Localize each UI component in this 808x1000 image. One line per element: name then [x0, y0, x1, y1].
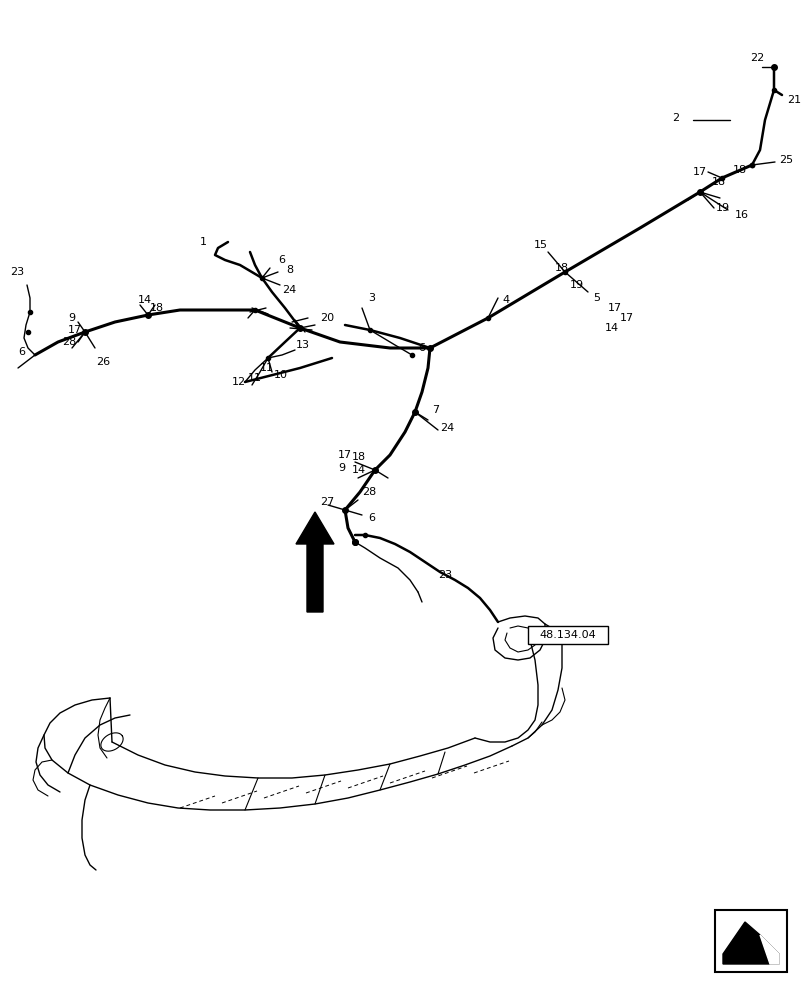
Text: 14: 14 [605, 323, 619, 333]
Text: 1: 1 [200, 237, 207, 247]
Text: 24: 24 [282, 285, 297, 295]
Text: 17: 17 [68, 325, 82, 335]
Text: 7: 7 [432, 405, 439, 415]
Text: 19: 19 [716, 203, 730, 213]
Text: 20: 20 [320, 313, 335, 323]
Text: 26: 26 [96, 357, 110, 367]
Text: 6: 6 [278, 255, 285, 265]
Bar [715, 910, 787, 972]
Text: 4: 4 [502, 295, 509, 305]
Text: 11: 11 [260, 363, 274, 373]
Text: 21: 21 [787, 95, 801, 105]
Text: 2: 2 [672, 113, 680, 123]
Text: 24: 24 [440, 423, 454, 433]
Text: 18: 18 [555, 263, 569, 273]
Text: 28: 28 [362, 487, 377, 497]
Text: 23: 23 [438, 570, 452, 580]
Text: 17: 17 [693, 167, 707, 177]
Text: 48.134.04: 48.134.04 [540, 630, 596, 640]
Text: 18: 18 [352, 452, 366, 462]
Text: 6: 6 [18, 347, 25, 357]
Text: 17: 17 [338, 450, 352, 460]
Text: 28: 28 [62, 337, 76, 347]
Text: 17: 17 [608, 303, 622, 313]
Text: 19: 19 [570, 280, 584, 290]
Text: 23: 23 [10, 267, 24, 277]
Text: 9: 9 [338, 463, 345, 473]
Text: 6: 6 [418, 343, 425, 353]
FancyArrow shape [296, 512, 334, 612]
Text: 12: 12 [232, 377, 246, 387]
Text: 18: 18 [733, 165, 747, 175]
Text: 11: 11 [248, 373, 262, 383]
Text: 3: 3 [368, 293, 375, 303]
Text: 6: 6 [368, 513, 375, 523]
Text: 18: 18 [712, 177, 726, 187]
Text: 13: 13 [296, 340, 310, 350]
Text: 14: 14 [352, 465, 366, 475]
Text: 14: 14 [138, 295, 152, 305]
Text: 10: 10 [274, 370, 288, 380]
Text: 18: 18 [150, 303, 164, 313]
Text: 25: 25 [779, 155, 793, 165]
Polygon shape [760, 935, 779, 964]
Polygon shape [723, 922, 779, 964]
Text: 5: 5 [593, 293, 600, 303]
Text: 17: 17 [620, 313, 634, 323]
Text: 16: 16 [735, 210, 749, 220]
Text: 8: 8 [286, 265, 293, 275]
Bar [528, 626, 608, 644]
Text: 15: 15 [534, 240, 548, 250]
Text: 27: 27 [320, 497, 335, 507]
Text: 9: 9 [68, 313, 75, 323]
Text: 22: 22 [750, 53, 764, 63]
